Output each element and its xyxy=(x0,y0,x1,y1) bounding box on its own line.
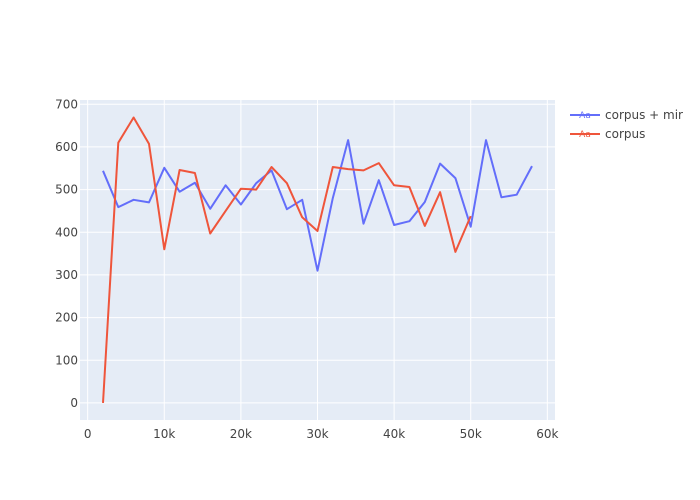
y-tick-label: 700 xyxy=(55,97,78,111)
data-point xyxy=(209,233,211,235)
data-point xyxy=(485,139,487,141)
y-tick-label: 200 xyxy=(55,311,78,325)
x-tick-label: 0 xyxy=(84,427,92,441)
legend-label: corpus + mir xyxy=(605,108,683,122)
data-point xyxy=(133,199,135,201)
data-point xyxy=(454,177,456,179)
data-point xyxy=(362,169,364,171)
series-lines xyxy=(102,116,533,403)
data-point xyxy=(347,168,349,170)
legend-label: corpus xyxy=(605,127,645,141)
data-point xyxy=(225,184,227,186)
legend-item-1[interactable]: Aa corpus xyxy=(570,127,645,141)
data-point xyxy=(102,402,104,404)
data-point xyxy=(163,248,165,250)
series-line-0 xyxy=(102,139,533,272)
data-point xyxy=(117,206,119,208)
x-tick-label: 40k xyxy=(383,427,405,441)
x-tick-label: 20k xyxy=(230,427,252,441)
series-line-1 xyxy=(102,116,472,403)
y-tick-label: 0 xyxy=(70,396,78,410)
data-point xyxy=(408,186,410,188)
y-axis-ticks: 0 100 200 300 400 500 600 700 xyxy=(55,97,78,410)
x-tick-label: 50k xyxy=(460,427,482,441)
legend-symbol: Aa xyxy=(579,111,591,121)
data-point xyxy=(531,165,533,167)
data-point xyxy=(102,170,104,172)
data-point xyxy=(286,182,288,184)
data-point xyxy=(317,230,319,232)
data-point xyxy=(393,224,395,226)
data-point xyxy=(240,204,242,206)
y-tick-label: 300 xyxy=(55,268,78,282)
legend-item-0[interactable]: Aa corpus + mir xyxy=(570,108,683,122)
data-point xyxy=(194,172,196,174)
data-point xyxy=(179,191,181,193)
data-point xyxy=(454,251,456,253)
data-point xyxy=(347,139,349,141)
data-point xyxy=(424,225,426,227)
data-point xyxy=(286,208,288,210)
data-point xyxy=(500,196,502,198)
data-point xyxy=(362,223,364,225)
data-point xyxy=(408,220,410,222)
data-point xyxy=(209,208,211,210)
data-point xyxy=(317,270,319,272)
data-point xyxy=(470,215,472,217)
data-point xyxy=(301,216,303,218)
x-axis-ticks: 0 10k 20k 30k 40k 50k 60k xyxy=(84,427,559,441)
x-tick-label: 30k xyxy=(306,427,328,441)
data-point xyxy=(439,163,441,165)
data-point xyxy=(179,169,181,171)
data-point xyxy=(148,143,150,145)
data-point xyxy=(470,226,472,228)
data-point xyxy=(255,182,257,184)
data-point xyxy=(332,197,334,199)
data-point xyxy=(301,199,303,201)
data-point xyxy=(378,162,380,164)
data-point xyxy=(424,201,426,203)
data-point xyxy=(240,188,242,190)
legend[interactable]: Aa corpus + mir Aa corpus xyxy=(570,108,683,141)
y-tick-label: 100 xyxy=(55,353,78,367)
data-point xyxy=(332,166,334,168)
x-tick-label: 60k xyxy=(536,427,558,441)
y-tick-label: 500 xyxy=(55,183,78,197)
grid-lines xyxy=(80,100,555,420)
y-tick-label: 400 xyxy=(55,225,78,239)
y-tick-label: 600 xyxy=(55,140,78,154)
data-point xyxy=(439,191,441,193)
legend-symbol: Aa xyxy=(579,130,591,140)
data-point xyxy=(255,189,257,191)
data-point xyxy=(378,179,380,181)
data-point xyxy=(516,194,518,196)
data-point xyxy=(393,184,395,186)
data-point xyxy=(225,210,227,212)
data-point xyxy=(117,142,119,144)
x-tick-label: 10k xyxy=(153,427,175,441)
data-point xyxy=(148,201,150,203)
data-point xyxy=(194,182,196,184)
data-point xyxy=(163,167,165,169)
data-point xyxy=(133,116,135,118)
data-point xyxy=(271,166,273,168)
